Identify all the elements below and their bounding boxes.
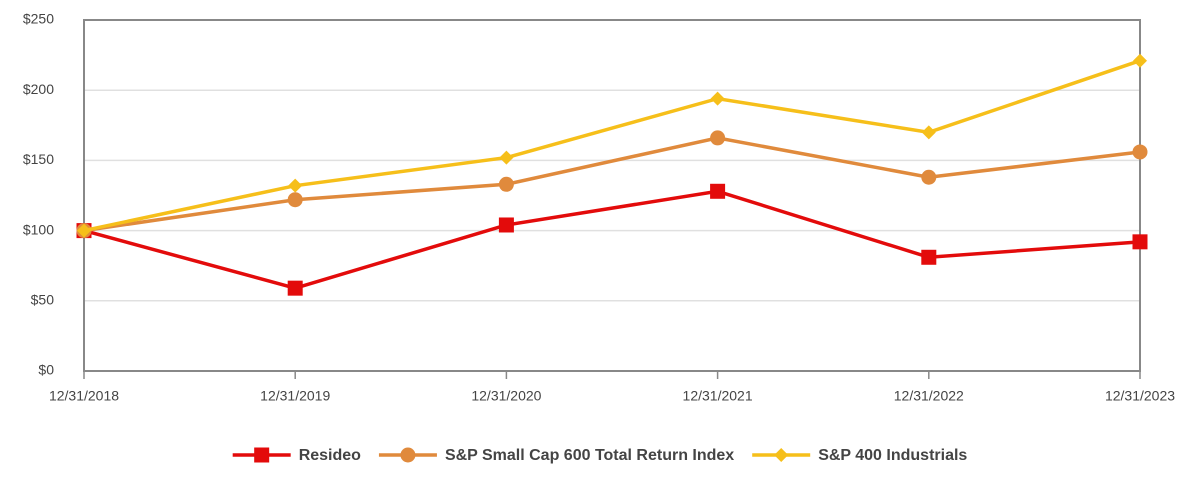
series-line bbox=[83, 136, 1141, 233]
point bbox=[921, 125, 936, 140]
legend-text: S&P 400 Industrials bbox=[818, 447, 967, 464]
point bbox=[1132, 234, 1148, 250]
x-tick-label: 12/31/2023 bbox=[1105, 388, 1175, 404]
y-tick-label: $0 bbox=[38, 362, 54, 378]
legend-marker bbox=[774, 448, 789, 462]
series-line bbox=[83, 189, 1141, 290]
y-tick-label: $200 bbox=[23, 81, 54, 97]
x-tick-label: 12/31/2020 bbox=[471, 388, 541, 404]
legend-marker bbox=[254, 447, 270, 463]
point bbox=[77, 223, 91, 238]
point bbox=[921, 249, 937, 265]
point bbox=[498, 217, 514, 233]
point bbox=[710, 183, 726, 199]
point bbox=[288, 178, 303, 193]
y-tick-label: $100 bbox=[23, 221, 54, 237]
point bbox=[1132, 144, 1148, 160]
point bbox=[287, 280, 303, 296]
point bbox=[499, 150, 514, 165]
point bbox=[1133, 53, 1147, 68]
point bbox=[710, 130, 726, 146]
legend-text: Resideo bbox=[299, 447, 361, 464]
x-tick-label: 12/31/2021 bbox=[683, 388, 753, 404]
plot-frame bbox=[83, 19, 1141, 372]
point bbox=[498, 176, 514, 192]
legend-text: S&P Small Cap 600 Total Return Index bbox=[445, 447, 734, 464]
point bbox=[287, 192, 303, 208]
y-tick-label: $150 bbox=[23, 151, 54, 167]
series-line bbox=[83, 59, 1141, 233]
x-tick-label: 12/31/2019 bbox=[260, 388, 330, 404]
x-tick-label: 12/31/2018 bbox=[49, 388, 119, 404]
y-tick-label: $50 bbox=[31, 292, 55, 308]
point bbox=[710, 91, 725, 106]
point bbox=[921, 169, 937, 185]
x-tick-label: 12/31/2022 bbox=[894, 388, 964, 404]
y-tick-label: $250 bbox=[23, 11, 54, 27]
legend-marker bbox=[400, 447, 416, 463]
